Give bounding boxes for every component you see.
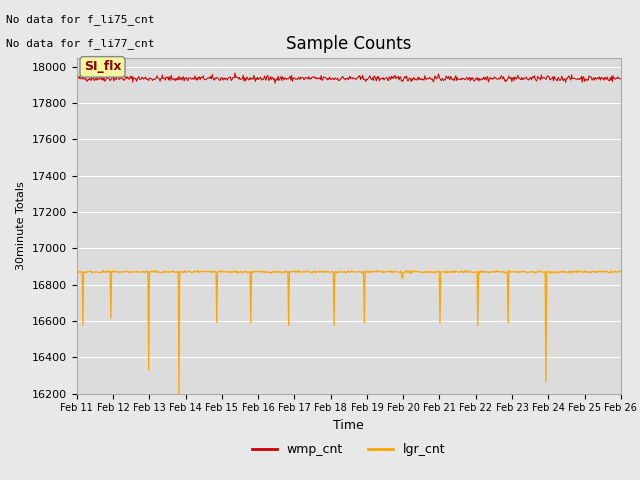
lgr_cnt <box>417 269 424 275</box>
wmp_cnt <box>223 75 230 81</box>
wmp_cnt <box>231 70 239 76</box>
lgr_cnt <box>433 269 440 275</box>
lgr_cnt <box>140 268 147 274</box>
lgr_cnt <box>99 267 107 273</box>
wmp_cnt <box>73 75 81 81</box>
Line: wmp_cnt: wmp_cnt <box>77 73 621 83</box>
X-axis label: Time: Time <box>333 419 364 432</box>
wmp_cnt <box>417 76 424 82</box>
Text: No data for f_li77_cnt: No data for f_li77_cnt <box>6 38 155 49</box>
wmp_cnt <box>271 80 279 86</box>
lgr_cnt <box>617 269 625 275</box>
wmp_cnt <box>139 75 147 81</box>
Text: SI_flx: SI_flx <box>84 60 121 73</box>
Line: lgr_cnt: lgr_cnt <box>77 270 621 394</box>
Title: Sample Counts: Sample Counts <box>286 35 412 53</box>
Y-axis label: 30minute Totals: 30minute Totals <box>16 181 26 270</box>
wmp_cnt <box>83 78 90 84</box>
lgr_cnt <box>196 269 204 275</box>
lgr_cnt <box>73 269 81 275</box>
lgr_cnt <box>175 391 183 396</box>
lgr_cnt <box>224 268 232 274</box>
wmp_cnt <box>617 76 625 82</box>
wmp_cnt <box>433 76 440 82</box>
wmp_cnt <box>194 77 202 83</box>
lgr_cnt <box>83 270 90 276</box>
Legend: wmp_cnt, lgr_cnt: wmp_cnt, lgr_cnt <box>247 438 451 461</box>
Text: No data for f_li75_cnt: No data for f_li75_cnt <box>6 14 155 25</box>
